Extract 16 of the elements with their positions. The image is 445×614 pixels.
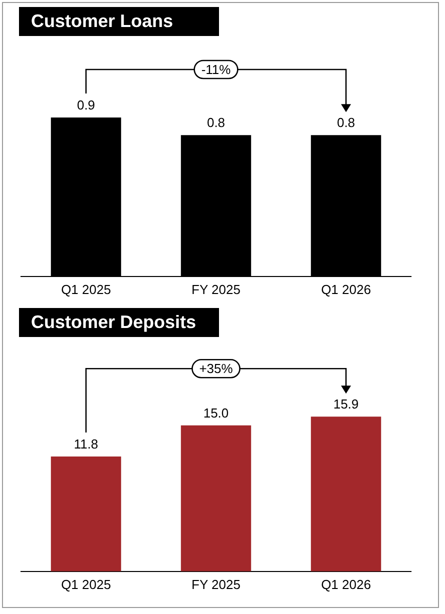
data-label: 11.8: [74, 436, 98, 452]
chart-title: Customer Loans: [19, 7, 219, 36]
data-label: 0.8: [206, 115, 226, 130]
data-label: 15.0: [203, 405, 229, 420]
x-tick-label: Q1 2026: [321, 282, 371, 297]
x-tick-label: Q1 2025: [61, 576, 111, 592]
x-tick-label: Q1 2025: [61, 282, 111, 297]
x-tick-label: FY 2025: [192, 282, 240, 297]
text: +35%: [199, 361, 234, 376]
data-label: 0.8: [336, 115, 356, 130]
x-tick-label: Q1 2026: [321, 576, 371, 592]
chart-title: Customer Deposits: [19, 308, 219, 337]
text: -11%: [201, 62, 232, 78]
data-label: 15.9: [333, 396, 359, 412]
x-tick-label: FY 2025: [192, 576, 240, 592]
data-label: 0.9: [76, 98, 96, 113]
